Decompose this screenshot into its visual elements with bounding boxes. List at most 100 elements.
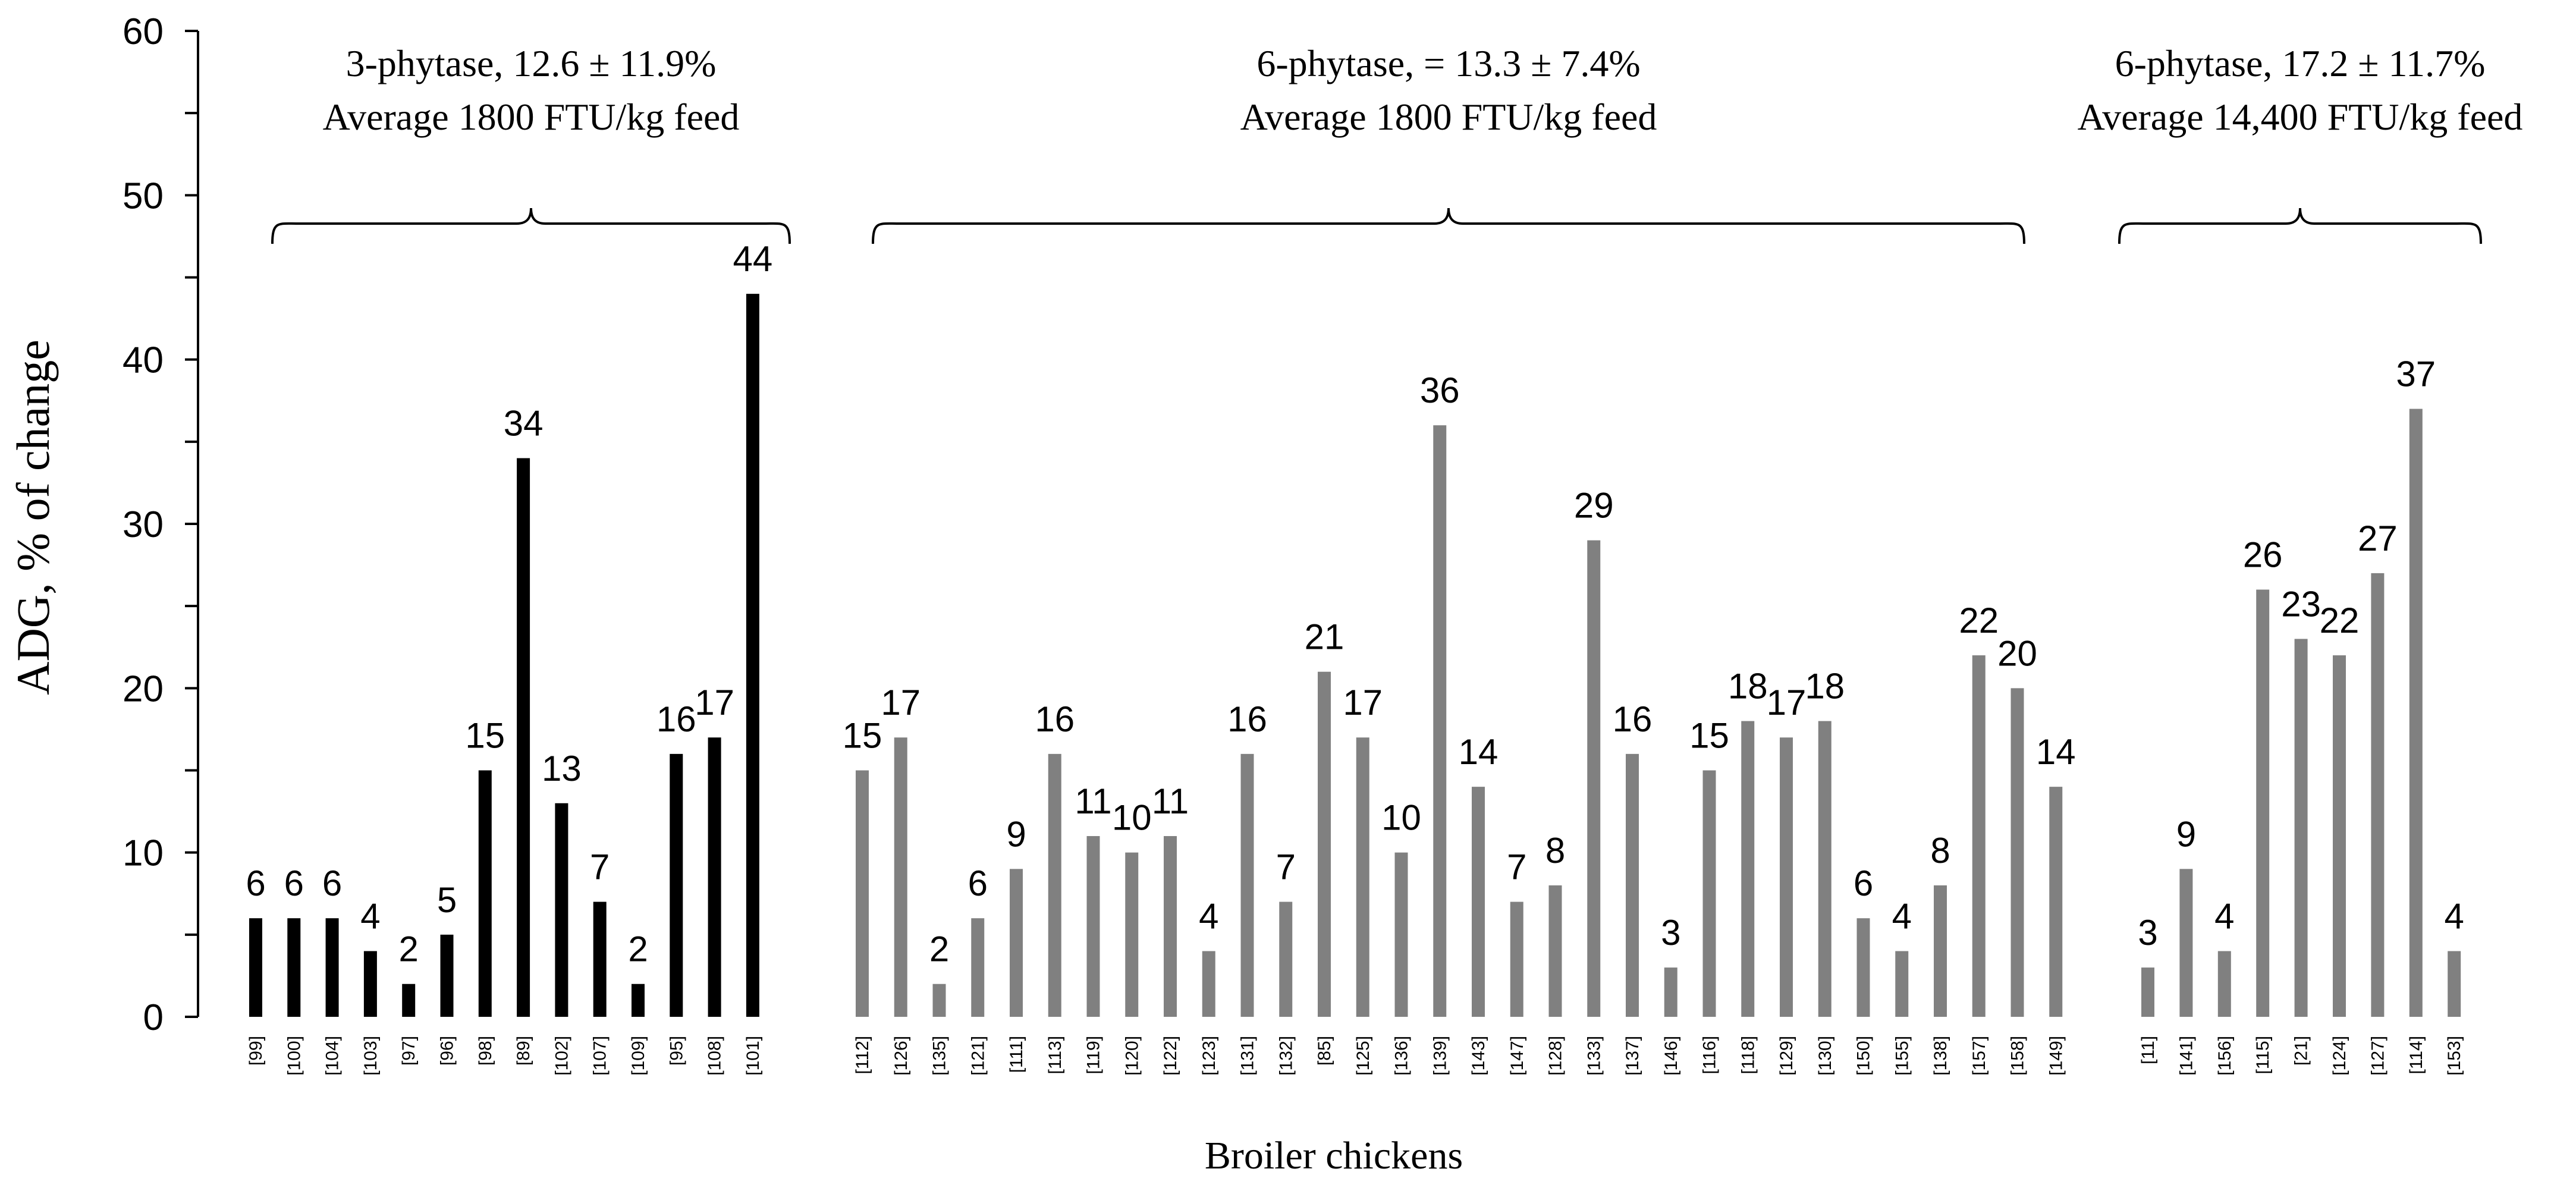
data-label: 15 [1689, 716, 1729, 756]
bar [2217, 951, 2231, 1017]
data-label: 2 [628, 929, 648, 969]
bars [249, 294, 2461, 1017]
data-label: 7 [1507, 847, 1526, 887]
group-title-line2: Average 1800 FTU/kg feed [1240, 96, 1657, 138]
bar [1472, 787, 1485, 1017]
data-label: 37 [2396, 354, 2436, 394]
bar [1510, 901, 1523, 1017]
data-label: 15 [843, 716, 882, 756]
data-label: 16 [656, 699, 696, 739]
data-label: 2 [399, 929, 419, 969]
bar [746, 294, 759, 1017]
data-label: 16 [1035, 699, 1075, 739]
bar [363, 951, 377, 1017]
data-label: 4 [360, 896, 380, 936]
bar [670, 753, 683, 1017]
data-label: 29 [1574, 486, 1614, 526]
x-tick-label: [89] [514, 1036, 533, 1066]
x-tick-label: [114] [2407, 1036, 2426, 1075]
data-label: 6 [284, 863, 304, 903]
data-label: 2 [929, 929, 949, 969]
bar-group-2 [856, 425, 2063, 1017]
x-tick-label: [147] [1507, 1036, 1527, 1076]
data-label: 23 [2281, 584, 2321, 624]
x-tick-label: [130] [1815, 1036, 1835, 1076]
x-tick-label: [123] [1199, 1036, 1219, 1076]
x-tick-label: [103] [361, 1036, 381, 1076]
bar [1741, 721, 1755, 1017]
data-label: 13 [542, 749, 582, 788]
bar [1394, 852, 1408, 1017]
data-label: 26 [2243, 535, 2283, 575]
bar [2179, 869, 2193, 1017]
x-tick-label: [100] [284, 1036, 304, 1076]
x-tick-label: [95] [667, 1036, 686, 1066]
x-tick-label: [141] [2176, 1036, 2196, 1076]
bar [478, 770, 492, 1017]
x-tick-label: [121] [968, 1036, 988, 1076]
x-tick-label: [118] [1738, 1036, 1758, 1075]
x-tick-label: [156] [2215, 1036, 2235, 1076]
data-label: 3 [2138, 913, 2157, 953]
data-label: 8 [1930, 831, 1950, 871]
group-title-line1: 3-phytase, 12.6 ± 11.9% [346, 42, 717, 84]
bar [1318, 671, 1331, 1017]
x-tick-label: [143] [1469, 1036, 1488, 1076]
data-label: 14 [1459, 732, 1499, 772]
x-tick-label: [112] [853, 1036, 872, 1075]
data-label: 6 [968, 863, 988, 903]
x-tick-label: [115] [2253, 1036, 2273, 1075]
bar [1548, 885, 1562, 1017]
data-label: 4 [1199, 896, 1218, 936]
y-tick-label: 50 [122, 175, 164, 216]
x-tick-label: [109] [629, 1036, 648, 1076]
y-tick-label: 10 [122, 833, 164, 874]
bar [1433, 425, 1447, 1017]
bar [856, 770, 869, 1017]
bar [2256, 589, 2270, 1017]
bar [1856, 918, 1870, 1017]
data-label: 36 [1420, 370, 1460, 410]
x-tick-label: [127] [2368, 1036, 2387, 1076]
x-tick-label: [111] [1007, 1036, 1026, 1073]
group-bracket-3 [2118, 208, 2482, 244]
bar [2294, 639, 2308, 1017]
bar [1086, 836, 1100, 1017]
x-tick-label: [120] [1122, 1036, 1142, 1076]
group-bracket-2 [872, 208, 2025, 244]
data-label: 9 [1006, 814, 1026, 854]
data-label: 18 [1728, 667, 1768, 706]
x-tick-label: [131] [1238, 1036, 1258, 1076]
axes: 0 10 20 30 40 50 60 [122, 11, 199, 1038]
data-label: 17 [881, 683, 921, 722]
x-tick-label: [138] [1931, 1036, 1950, 1076]
y-axis-label: ADG, % of change [7, 340, 59, 695]
x-tick-label: [153] [2445, 1036, 2464, 1076]
x-tick-label: [21] [2292, 1036, 2311, 1066]
x-tick-label: [104] [323, 1036, 343, 1076]
x-tick-label: [99] [246, 1036, 266, 1066]
group-title-line1: 6-phytase, 17.2 ± 11.7% [2115, 42, 2486, 84]
x-tick-label: [158] [2008, 1036, 2028, 1076]
bar [2371, 573, 2385, 1017]
group-brackets: 3-phytase, 12.6 ± 11.9% Average 1800 FTU/… [271, 42, 2522, 244]
bar [1972, 655, 1986, 1017]
x-tick-label: [101] [743, 1036, 763, 1076]
bar [1356, 737, 1369, 1017]
bar [1702, 770, 1716, 1017]
data-label: 20 [1997, 633, 2037, 673]
data-label: 4 [2445, 896, 2464, 936]
y-tick-label: 60 [122, 11, 164, 52]
x-tick-label: [119] [1084, 1036, 1104, 1075]
x-tick-label: [125] [1353, 1036, 1373, 1076]
x-tick-label: [96] [438, 1036, 457, 1066]
x-tick-label: [132] [1276, 1036, 1296, 1076]
data-label: 6 [246, 863, 265, 903]
data-label: 11 [1152, 781, 1189, 821]
bar [1895, 951, 1909, 1017]
x-tick-label: [126] [891, 1036, 911, 1076]
bar [971, 918, 985, 1017]
bar [1240, 753, 1254, 1017]
